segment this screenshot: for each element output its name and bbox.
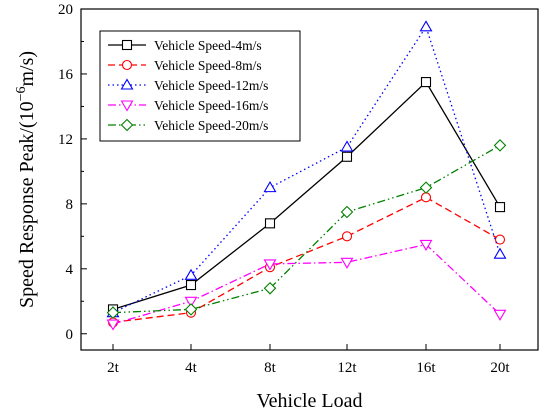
data-point: [493, 139, 507, 152]
series-line: [112, 243, 501, 325]
series-line: [112, 25, 501, 314]
legend-label: Vehicle Speed-12m/s: [154, 78, 268, 93]
data-point: [263, 259, 277, 271]
y-axis-title: Speed Response Peak/(10−6m/s): [14, 51, 38, 308]
data-point: [106, 319, 120, 331]
data-point: [493, 247, 507, 259]
data-point: [106, 306, 120, 319]
series-line: [112, 144, 501, 314]
data-point: [420, 192, 432, 203]
data-point: [419, 181, 433, 194]
data-point: [184, 303, 198, 316]
legend-label: Vehicle Speed-8m/s: [154, 58, 262, 73]
y-tick-label: 16: [58, 67, 74, 83]
legend-label: Vehicle Speed-20m/s: [154, 118, 268, 133]
data-point: [340, 257, 354, 269]
x-tick-label: 8t: [264, 360, 277, 376]
legend-item: Vehicle Speed-20m/s: [108, 118, 268, 133]
data-point: [419, 239, 433, 252]
data-point: [264, 218, 276, 229]
legend-box: [99, 30, 301, 142]
series-2: [107, 192, 506, 328]
x-tick-label: 20t: [490, 360, 510, 376]
legend-label: Vehicle Speed-4m/s: [154, 38, 262, 53]
data-point: [419, 20, 433, 32]
data-point: [493, 309, 507, 321]
legend-item: Vehicle Speed-4m/s: [108, 38, 262, 53]
data-point: [494, 202, 506, 213]
y-tick-label: 20: [58, 2, 73, 18]
data-point: [184, 268, 198, 280]
data-point: [341, 151, 353, 162]
legend-item: Vehicle Speed-8m/s: [108, 58, 262, 73]
data-point: [494, 234, 506, 245]
legend: Vehicle Speed-4m/s Vehicle Speed-8m/s Vehi…: [99, 30, 301, 142]
x-tick-label: 2t: [107, 360, 120, 376]
data-point: [340, 140, 354, 152]
data-point: [185, 279, 197, 291]
y-axis-title-exponent: −6: [14, 87, 29, 102]
series-line: [112, 81, 501, 311]
series-4: [106, 239, 507, 331]
y-axis-title-tail: m/s): [16, 51, 38, 87]
axis-ticks: 2t 4t 8t 12t 16t 20t 0 4 8 12 16 20: [58, 2, 510, 376]
data-point: [341, 231, 353, 242]
data-point: [263, 282, 277, 295]
legend-marker: [120, 78, 134, 90]
y-tick-label: 8: [66, 197, 74, 213]
x-tick-label: 16t: [416, 360, 436, 376]
legend-marker: [120, 100, 134, 112]
y-axis-title-main: Speed Response Peak/(10: [16, 101, 38, 308]
data-point: [340, 205, 354, 219]
legend-marker: [121, 59, 133, 71]
series-1: [107, 77, 506, 315]
data-point: [263, 181, 277, 193]
legend-marker: [121, 39, 133, 51]
series-layer: [106, 20, 507, 331]
series-5: [106, 139, 507, 319]
x-axis-title: Vehicle Load: [256, 390, 362, 412]
y-tick-label: 4: [66, 262, 74, 278]
legend-label: Vehicle Speed-16m/s: [154, 98, 268, 113]
plot-frame: [80, 8, 539, 351]
legend-item: Vehicle Speed-12m/s: [108, 78, 268, 93]
series-line: [112, 196, 501, 324]
y-tick-label: 0: [66, 327, 74, 343]
data-point: [420, 77, 432, 88]
y-tick-label: 12: [58, 132, 73, 148]
data-point: [184, 296, 198, 308]
legend-marker: [120, 118, 134, 132]
legend-item: Vehicle Speed-16m/s: [108, 98, 268, 113]
x-tick-label: 4t: [185, 360, 198, 376]
x-tick-label: 12t: [337, 360, 357, 376]
